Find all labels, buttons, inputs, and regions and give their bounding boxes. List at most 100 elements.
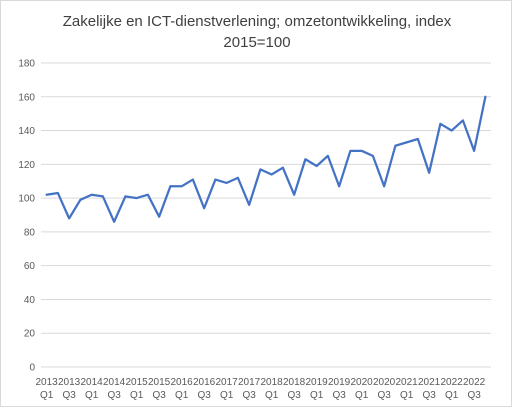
data-point-2019Q2 xyxy=(327,155,329,157)
data-point-2015Q4 xyxy=(169,185,171,187)
x-tick-quarter-label: Q3 xyxy=(377,390,391,401)
y-tick-label: 0 xyxy=(29,363,35,374)
x-tick-year-label: 2016 xyxy=(193,377,216,388)
y-tick-label: 100 xyxy=(18,194,35,205)
x-tick-year-label: 2020 xyxy=(373,377,396,388)
data-point-2020Q2 xyxy=(372,155,374,157)
chart-title: Zakelijke en ICT-dienstverlening; omzeto… xyxy=(1,11,512,53)
data-point-2021Q3 xyxy=(428,172,430,174)
data-point-2017Q3 xyxy=(248,204,250,206)
x-tick-quarter-label: Q1 xyxy=(175,390,189,401)
x-tick-quarter-label: Q3 xyxy=(467,390,481,401)
data-point-2020Q4 xyxy=(394,145,396,147)
y-tick-label: 120 xyxy=(18,160,35,171)
data-point-2014Q2 xyxy=(102,195,104,197)
x-tick-year-label: 2020 xyxy=(351,377,374,388)
data-point-2020Q3 xyxy=(383,185,385,187)
x-tick-year-label: 2017 xyxy=(238,377,261,388)
x-tick-quarter-label: Q1 xyxy=(355,390,369,401)
x-tick-quarter-label: Q3 xyxy=(62,390,76,401)
data-point-2016Q2 xyxy=(192,179,194,181)
data-point-2022Q3 xyxy=(473,150,475,152)
x-tick-year-label: 2015 xyxy=(126,377,149,388)
x-tick-year-label: 2018 xyxy=(283,377,306,388)
data-point-2019Q1 xyxy=(316,165,318,167)
x-tick-quarter-label: Q3 xyxy=(287,390,301,401)
data-point-2016Q3 xyxy=(203,207,205,209)
data-point-2017Q4 xyxy=(259,168,261,170)
x-tick-year-label: 2021 xyxy=(418,377,441,388)
x-tick-year-label: 2017 xyxy=(216,377,239,388)
data-point-2013Q2 xyxy=(57,192,59,194)
x-tick-quarter-label: Q3 xyxy=(332,390,346,401)
x-tick-year-label: 2022 xyxy=(463,377,486,388)
series xyxy=(45,95,487,223)
data-point-2014Q1 xyxy=(91,194,93,196)
data-point-2016Q4 xyxy=(214,179,216,181)
data-point-2021Q4 xyxy=(439,123,441,125)
x-tick-year-label: 2014 xyxy=(103,377,126,388)
x-tick-year-label: 2016 xyxy=(171,377,194,388)
data-point-2018Q3 xyxy=(293,194,295,196)
x-tick-year-label: 2015 xyxy=(148,377,171,388)
data-point-2021Q2 xyxy=(417,138,419,140)
x-tick-quarter-label: Q1 xyxy=(220,390,234,401)
y-tick-label: 80 xyxy=(24,227,36,238)
x-tick-quarter-label: Q3 xyxy=(197,390,211,401)
data-point-2016Q1 xyxy=(181,185,183,187)
x-tick-quarter-label: Q1 xyxy=(310,390,324,401)
data-point-2017Q1 xyxy=(226,182,228,184)
x-tick-year-label: 2021 xyxy=(396,377,419,388)
y-tick-label: 140 xyxy=(18,126,35,137)
x-tick-year-label: 2013 xyxy=(36,377,59,388)
data-point-2014Q3 xyxy=(113,221,115,223)
data-point-2017Q2 xyxy=(237,177,239,179)
x-tick-quarter-label: Q1 xyxy=(85,390,99,401)
data-point-2013Q4 xyxy=(79,199,81,201)
x-tick-quarter-label: Q3 xyxy=(152,390,166,401)
x-tick-quarter-label: Q1 xyxy=(40,390,54,401)
gridlines xyxy=(41,62,491,368)
x-tick-quarter-label: Q1 xyxy=(400,390,414,401)
data-point-2018Q2 xyxy=(282,167,284,169)
x-axis-ticks: 2013Q12013Q32014Q12014Q32015Q12015Q32016… xyxy=(36,377,486,401)
data-point-2015Q3 xyxy=(158,216,160,218)
data-point-2018Q1 xyxy=(271,173,273,175)
x-tick-quarter-label: Q1 xyxy=(265,390,279,401)
data-point-2018Q4 xyxy=(304,158,306,160)
data-point-2022Q1 xyxy=(451,130,453,132)
x-tick-year-label: 2018 xyxy=(261,377,284,388)
chart-title-line-1: Zakelijke en ICT-dienstverlening; omzeto… xyxy=(62,13,452,30)
x-tick-year-label: 2013 xyxy=(58,377,81,388)
data-point-2015Q2 xyxy=(147,194,149,196)
data-point-2013Q1 xyxy=(46,194,48,196)
data-point-2019Q3 xyxy=(338,185,340,187)
data-point-2021Q1 xyxy=(406,141,408,143)
x-tick-year-label: 2019 xyxy=(306,377,329,388)
data-point-2015Q1 xyxy=(136,197,138,199)
x-tick-quarter-label: Q3 xyxy=(242,390,256,401)
x-tick-year-label: 2022 xyxy=(441,377,464,388)
data-point-2022Q4 xyxy=(484,96,486,98)
data-point-2020Q1 xyxy=(361,150,363,152)
x-tick-year-label: 2014 xyxy=(81,377,104,388)
y-tick-label: 40 xyxy=(24,295,36,306)
y-tick-label: 60 xyxy=(24,261,36,272)
x-tick-year-label: 2019 xyxy=(328,377,351,388)
series-line xyxy=(45,95,487,223)
y-axis-ticks: 0 20 40 60 80 100 120 140 160 180 xyxy=(18,59,35,374)
y-tick-label: 160 xyxy=(18,92,35,103)
x-tick-quarter-label: Q3 xyxy=(422,390,436,401)
x-tick-quarter-label: Q1 xyxy=(130,390,144,401)
x-tick-quarter-label: Q3 xyxy=(107,390,121,401)
data-point-2014Q4 xyxy=(124,195,126,197)
data-point-2019Q4 xyxy=(349,150,351,152)
data-point-2022Q2 xyxy=(462,119,464,121)
x-tick-quarter-label: Q1 xyxy=(445,390,459,401)
y-tick-label: 20 xyxy=(24,329,36,340)
y-tick-label: 180 xyxy=(18,59,35,70)
chart-title-line-2: 2015=100 xyxy=(223,34,291,51)
data-point-2013Q3 xyxy=(68,217,70,219)
